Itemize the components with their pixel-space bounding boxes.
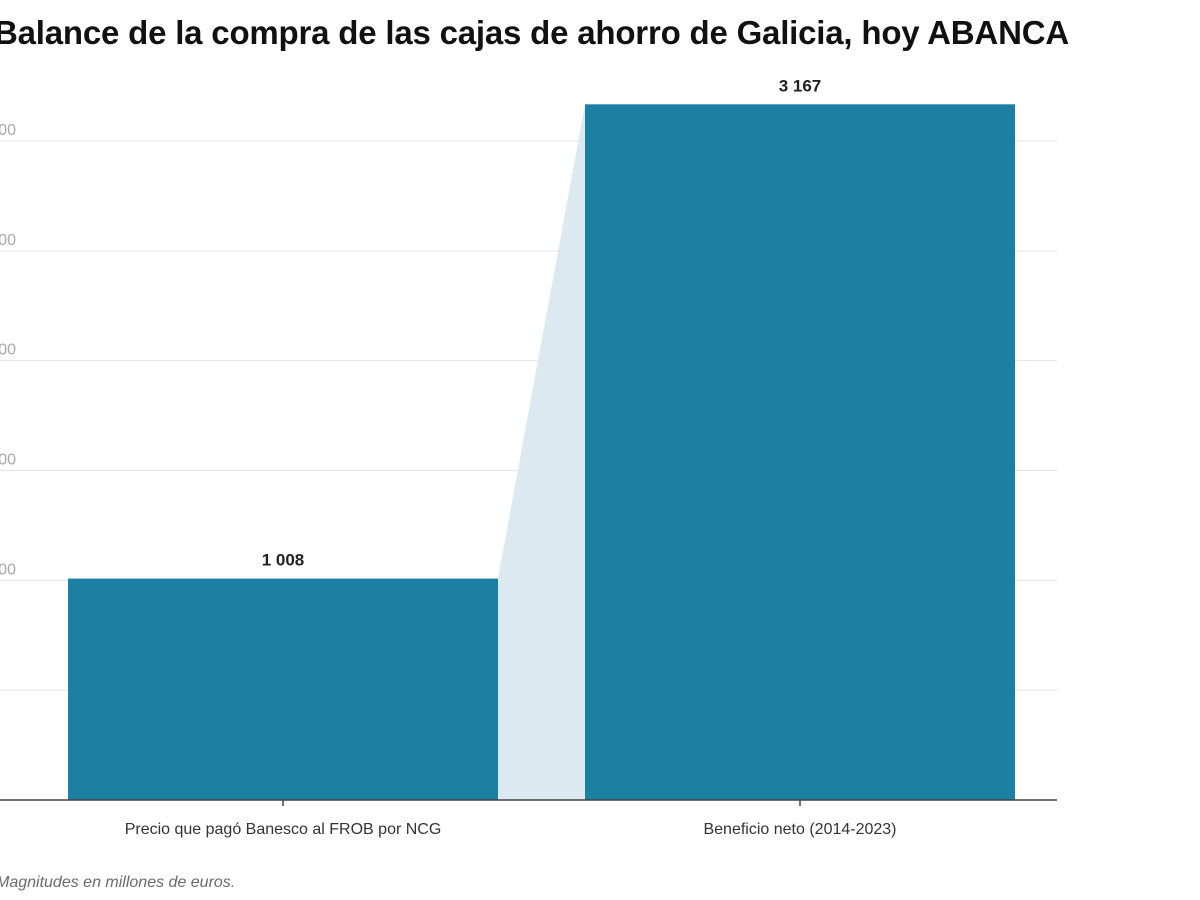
x-axis (0, 799, 1057, 806)
footnote: Magnitudes en millones de euros. (0, 874, 236, 891)
data-labels: 1 008 3 167 (262, 76, 822, 569)
chart-title: Balance de la compra de las cajas de aho… (0, 14, 1069, 51)
y-tick-label: 1 000 (0, 561, 16, 578)
connector-band (498, 104, 585, 800)
bar (585, 104, 1015, 800)
data-label: 1 008 (262, 551, 305, 570)
data-label: 3 167 (779, 76, 822, 95)
connector (498, 104, 585, 800)
y-tick-label: 1 500 (0, 452, 16, 469)
x-tick-labels: Precio que pagó Banesco al FROB por NCG B… (125, 821, 897, 838)
y-tick-label: 2 000 (0, 342, 16, 359)
bar (68, 578, 498, 800)
y-tick-label: 3 000 (0, 122, 16, 139)
y-tick-labels: 1 000 1 500 2 000 2 500 3 000 (0, 122, 16, 578)
x-tick-label: Precio que pagó Banesco al FROB por NCG (125, 821, 442, 838)
y-tick-label: 2 500 (0, 232, 16, 249)
x-tick-label: Beneficio neto (2014-2023) (703, 821, 896, 838)
bars (68, 104, 1015, 800)
